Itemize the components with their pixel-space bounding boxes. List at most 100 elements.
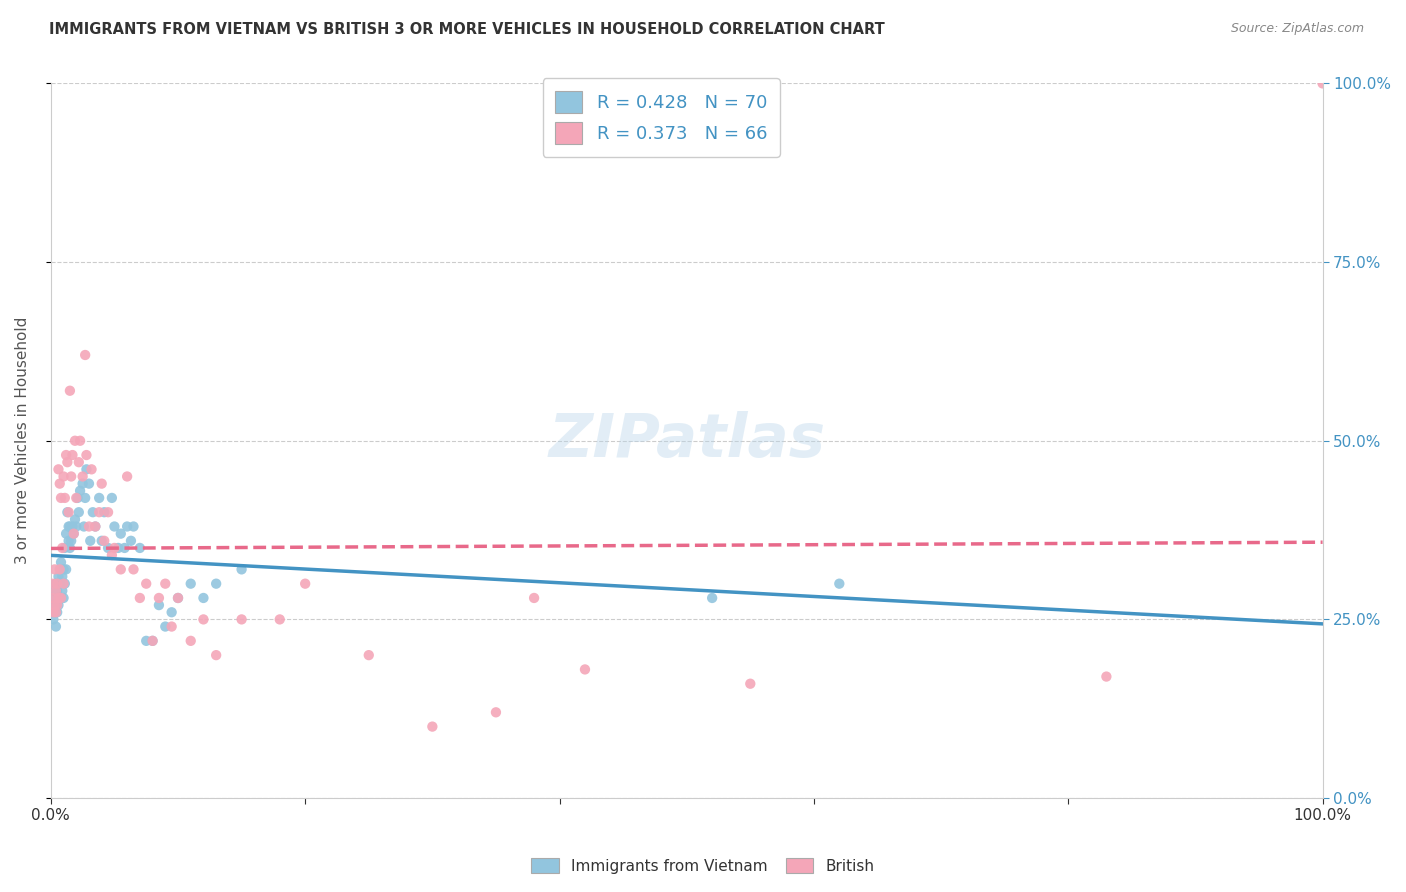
- Point: [44, 598, 66, 612]
- Point: [294, 576, 316, 591]
- Point: [84, 519, 107, 533]
- Point: [48, 591, 70, 605]
- Point: [72, 476, 94, 491]
- Point: [93, 505, 115, 519]
- Point: [48, 476, 70, 491]
- Point: [142, 633, 165, 648]
- Point: [740, 677, 762, 691]
- Point: [62, 519, 84, 533]
- Point: [93, 533, 115, 548]
- Point: [62, 526, 84, 541]
- Point: [41, 591, 63, 605]
- Point: [53, 576, 76, 591]
- Point: [56, 505, 79, 519]
- Point: [51, 583, 73, 598]
- Point: [107, 541, 129, 555]
- Point: [128, 541, 150, 555]
- Point: [90, 533, 112, 548]
- Point: [75, 448, 97, 462]
- Point: [52, 591, 75, 605]
- Point: [101, 548, 124, 562]
- Point: [160, 605, 183, 619]
- Point: [828, 576, 851, 591]
- Point: [574, 662, 596, 676]
- Point: [79, 533, 101, 548]
- Text: Source: ZipAtlas.com: Source: ZipAtlas.com: [1230, 22, 1364, 36]
- Point: [44, 562, 66, 576]
- Point: [55, 562, 77, 576]
- Point: [58, 519, 80, 533]
- Point: [82, 505, 104, 519]
- Point: [46, 576, 69, 591]
- Point: [193, 612, 215, 626]
- Point: [1312, 77, 1334, 91]
- Point: [180, 576, 202, 591]
- Point: [69, 434, 91, 448]
- Point: [90, 476, 112, 491]
- Point: [45, 598, 67, 612]
- Point: [89, 491, 111, 505]
- Point: [42, 612, 65, 626]
- Point: [59, 384, 82, 398]
- Point: [77, 519, 100, 533]
- Point: [60, 469, 83, 483]
- Point: [51, 569, 73, 583]
- Point: [115, 519, 138, 533]
- Point: [63, 512, 86, 526]
- Point: [42, 605, 65, 619]
- Point: [41, 598, 63, 612]
- Point: [142, 633, 165, 648]
- Point: [160, 619, 183, 633]
- Point: [58, 505, 80, 519]
- Point: [44, 605, 66, 619]
- Point: [357, 648, 380, 662]
- Point: [53, 541, 76, 555]
- Point: [62, 526, 84, 541]
- Point: [75, 491, 97, 505]
- Point: [55, 448, 77, 462]
- Point: [110, 562, 132, 576]
- Point: [75, 462, 97, 476]
- Point: [55, 526, 77, 541]
- Point: [180, 633, 202, 648]
- Point: [48, 569, 70, 583]
- Point: [155, 576, 177, 591]
- Point: [1095, 669, 1118, 683]
- Point: [80, 462, 103, 476]
- Point: [485, 706, 508, 720]
- Text: IMMIGRANTS FROM VIETNAM VS BRITISH 3 OR MORE VEHICLES IN HOUSEHOLD CORRELATION C: IMMIGRANTS FROM VIETNAM VS BRITISH 3 OR …: [49, 22, 884, 37]
- Point: [65, 519, 87, 533]
- Point: [65, 491, 87, 505]
- Point: [49, 491, 72, 505]
- Point: [45, 619, 67, 633]
- Point: [422, 720, 444, 734]
- Point: [48, 562, 70, 576]
- Point: [101, 491, 124, 505]
- Point: [122, 562, 145, 576]
- Point: [66, 491, 89, 505]
- Point: [52, 562, 75, 576]
- Point: [49, 591, 72, 605]
- Point: [59, 519, 82, 533]
- Point: [48, 462, 70, 476]
- Point: [167, 591, 190, 605]
- Point: [67, 505, 90, 519]
- Text: ZIPatlas: ZIPatlas: [548, 411, 825, 470]
- Point: [193, 591, 215, 605]
- Point: [89, 505, 111, 519]
- Point: [148, 598, 170, 612]
- Point: [42, 576, 65, 591]
- Point: [103, 519, 125, 533]
- Point: [63, 434, 86, 448]
- Point: [97, 541, 120, 555]
- Point: [52, 469, 75, 483]
- Point: [62, 448, 84, 462]
- Point: [702, 591, 724, 605]
- Point: [135, 633, 157, 648]
- Y-axis label: 3 or more Vehicles in Household: 3 or more Vehicles in Household: [15, 317, 30, 565]
- Point: [56, 455, 79, 469]
- Point: [205, 576, 228, 591]
- Point: [49, 591, 72, 605]
- Point: [115, 469, 138, 483]
- Point: [45, 576, 67, 591]
